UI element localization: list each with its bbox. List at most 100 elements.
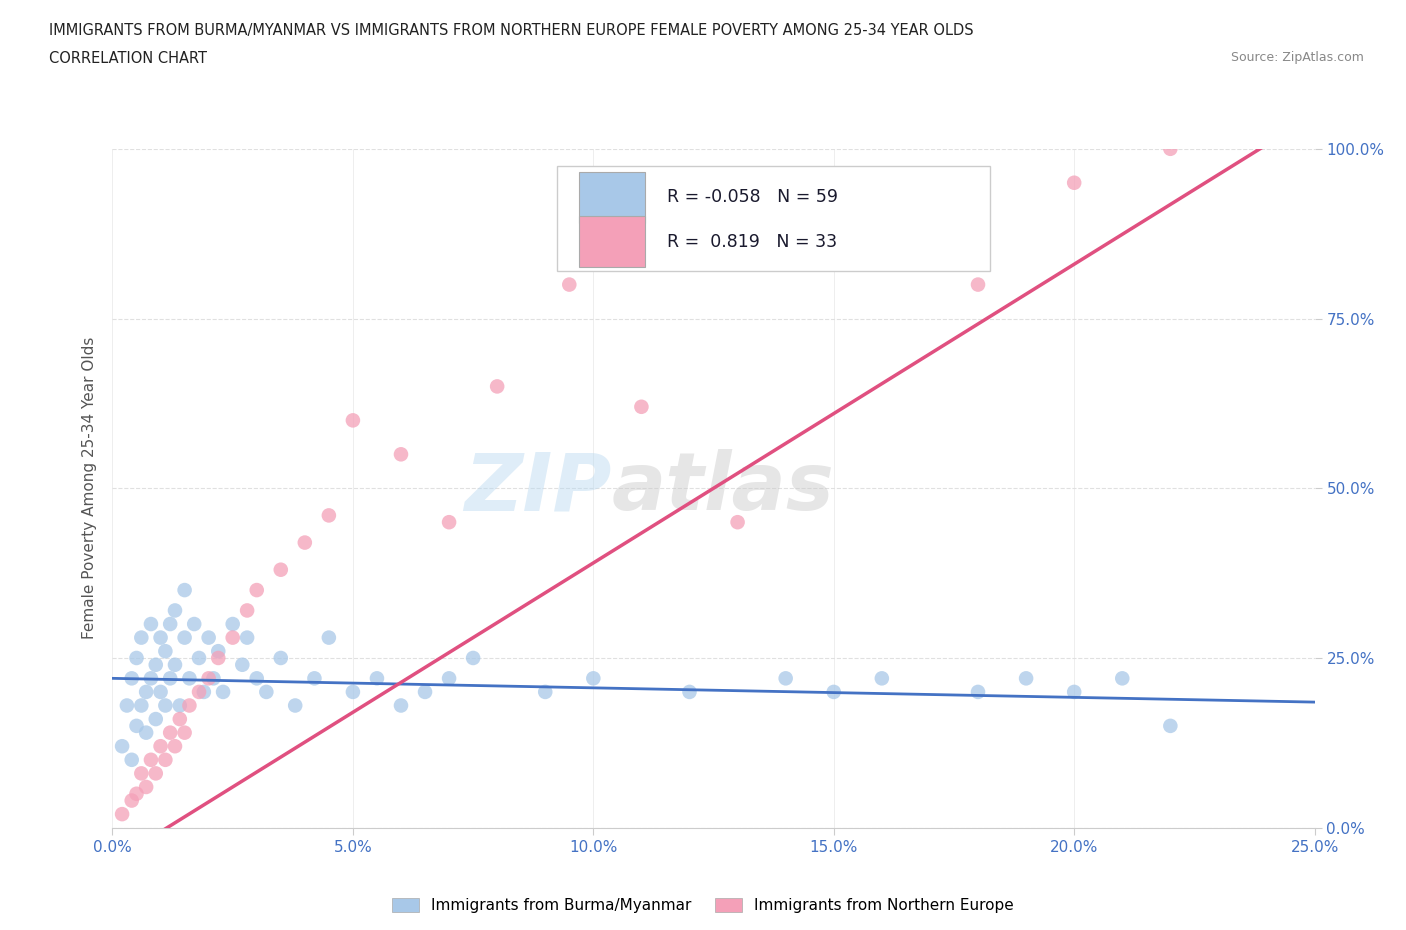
- Point: [197, 631, 219, 645]
- Point: [169, 698, 191, 713]
- Point: [270, 563, 292, 578]
- Point: [967, 277, 990, 292]
- Point: [125, 651, 148, 666]
- Point: [389, 446, 412, 461]
- Point: [212, 684, 235, 699]
- Point: [270, 651, 292, 666]
- Point: [1111, 671, 1133, 685]
- Point: [188, 684, 211, 699]
- Point: [222, 617, 245, 631]
- Point: [173, 725, 195, 740]
- Point: [236, 603, 259, 618]
- Point: [775, 671, 797, 685]
- Point: [155, 644, 177, 658]
- Point: [304, 671, 326, 685]
- Point: [342, 413, 364, 428]
- Point: [413, 684, 436, 699]
- Point: [188, 651, 211, 666]
- Point: [121, 752, 143, 767]
- Point: [236, 631, 259, 645]
- Point: [727, 515, 749, 530]
- Point: [534, 684, 557, 699]
- Point: [149, 738, 172, 753]
- Point: [121, 793, 143, 808]
- Point: [437, 671, 460, 685]
- Point: [870, 671, 893, 685]
- Point: [121, 671, 143, 685]
- Point: [558, 277, 581, 292]
- Text: R =  0.819   N = 33: R = 0.819 N = 33: [666, 232, 837, 250]
- Point: [582, 671, 605, 685]
- Text: ZIP: ZIP: [464, 449, 612, 527]
- FancyBboxPatch shape: [557, 166, 990, 271]
- Point: [823, 684, 845, 699]
- Point: [183, 617, 205, 631]
- Point: [163, 738, 186, 753]
- Point: [159, 671, 181, 685]
- Point: [342, 684, 364, 699]
- Point: [246, 582, 269, 598]
- Point: [678, 684, 700, 699]
- Point: [231, 658, 253, 672]
- Point: [197, 671, 219, 685]
- Legend: Immigrants from Burma/Myanmar, Immigrants from Northern Europe: Immigrants from Burma/Myanmar, Immigrant…: [387, 894, 1019, 918]
- Point: [125, 787, 148, 802]
- FancyBboxPatch shape: [579, 172, 645, 223]
- Point: [163, 658, 186, 672]
- Point: [284, 698, 307, 713]
- Point: [1063, 684, 1085, 699]
- Point: [207, 651, 229, 666]
- Point: [207, 644, 229, 658]
- Text: Source: ZipAtlas.com: Source: ZipAtlas.com: [1230, 51, 1364, 64]
- Point: [135, 725, 157, 740]
- Point: [131, 766, 153, 781]
- Point: [145, 711, 167, 726]
- Point: [437, 515, 460, 530]
- Text: CORRELATION CHART: CORRELATION CHART: [49, 51, 207, 66]
- Point: [193, 684, 215, 699]
- Point: [630, 399, 652, 414]
- Point: [173, 631, 195, 645]
- Point: [1063, 176, 1085, 191]
- Point: [318, 508, 340, 523]
- Point: [179, 671, 201, 685]
- Point: [149, 631, 172, 645]
- Point: [111, 738, 134, 753]
- Point: [155, 698, 177, 713]
- Point: [254, 684, 277, 699]
- Point: [366, 671, 388, 685]
- Point: [145, 658, 167, 672]
- Point: [125, 719, 148, 734]
- Text: R = -0.058   N = 59: R = -0.058 N = 59: [666, 189, 838, 206]
- Point: [159, 725, 181, 740]
- Point: [318, 631, 340, 645]
- Point: [139, 671, 162, 685]
- FancyBboxPatch shape: [579, 216, 645, 267]
- Point: [461, 651, 484, 666]
- Point: [179, 698, 201, 713]
- Point: [1159, 141, 1181, 156]
- Point: [163, 603, 186, 618]
- Point: [169, 711, 191, 726]
- Point: [145, 766, 167, 781]
- Point: [111, 806, 134, 821]
- Point: [222, 631, 245, 645]
- Point: [159, 617, 181, 631]
- Point: [139, 617, 162, 631]
- Point: [294, 535, 316, 550]
- Point: [149, 684, 172, 699]
- Point: [131, 631, 153, 645]
- Point: [115, 698, 138, 713]
- Text: IMMIGRANTS FROM BURMA/MYANMAR VS IMMIGRANTS FROM NORTHERN EUROPE FEMALE POVERTY : IMMIGRANTS FROM BURMA/MYANMAR VS IMMIGRA…: [49, 23, 974, 38]
- Point: [246, 671, 269, 685]
- Point: [1015, 671, 1038, 685]
- Point: [139, 752, 162, 767]
- Point: [135, 779, 157, 794]
- Point: [202, 671, 225, 685]
- Text: atlas: atlas: [612, 449, 834, 527]
- Point: [389, 698, 412, 713]
- Point: [131, 698, 153, 713]
- Point: [155, 752, 177, 767]
- Point: [486, 379, 509, 394]
- Y-axis label: Female Poverty Among 25-34 Year Olds: Female Poverty Among 25-34 Year Olds: [82, 337, 97, 640]
